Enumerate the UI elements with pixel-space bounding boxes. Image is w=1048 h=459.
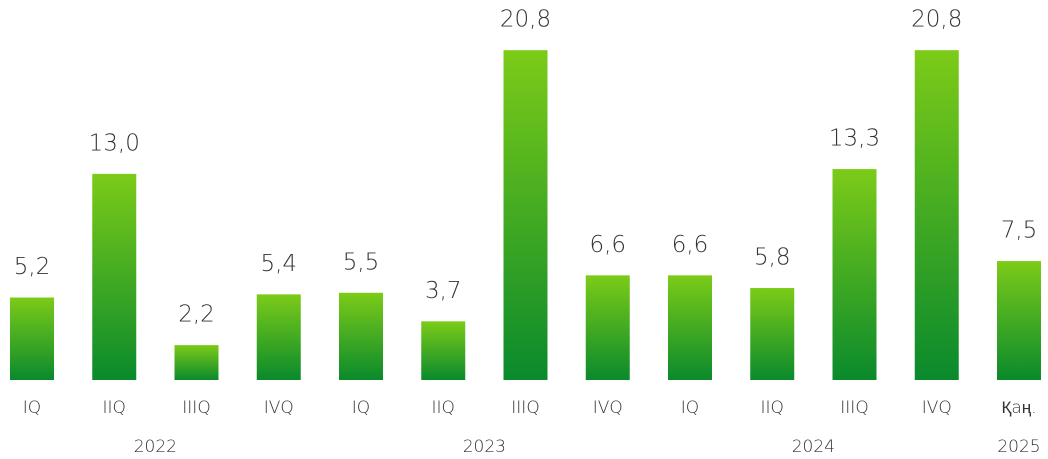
value-label: 5,4 [260, 251, 297, 277]
x-tick-label: IVQ [922, 398, 952, 418]
x-tick-label: IQ [352, 398, 370, 418]
bar [832, 169, 877, 380]
value-label: 6,6 [589, 232, 626, 258]
value-label: 6,6 [672, 232, 709, 258]
value-label: 20,8 [911, 7, 962, 33]
bar [92, 173, 137, 380]
bar [997, 261, 1041, 380]
x-tick-label: IVQ [593, 398, 623, 418]
bar [10, 297, 54, 380]
value-label: 5,8 [754, 245, 791, 271]
year-label: 2023 [463, 437, 506, 457]
bar [503, 50, 548, 381]
value-label: 13,0 [89, 130, 140, 156]
x-tick-label: IIQ [432, 398, 455, 418]
bar [668, 275, 712, 380]
year-label: 2025 [997, 437, 1040, 457]
year-label: 2024 [792, 437, 835, 457]
value-label: 5,5 [343, 249, 380, 275]
bar [256, 294, 301, 380]
x-tick-label: IIIQ [511, 398, 539, 418]
value-label: 2,2 [178, 302, 215, 328]
x-tick-label: IQ [23, 398, 41, 418]
value-label: 3,7 [425, 278, 462, 304]
value-label: 13,3 [829, 126, 880, 152]
x-tick-label: IIQ [103, 398, 126, 418]
value-label: 7,5 [1001, 218, 1038, 244]
value-label: 5,2 [14, 254, 51, 280]
x-tick-label: IIQ [761, 398, 784, 418]
x-tick-label: IIIQ [840, 398, 868, 418]
bar [914, 50, 959, 381]
x-tick-label: Қаң. [1001, 398, 1036, 418]
bar [421, 321, 466, 380]
value-label: 20,8 [500, 7, 551, 33]
bar [585, 275, 630, 380]
x-tick-label: IQ [681, 398, 699, 418]
bar [339, 292, 383, 380]
bar [174, 345, 219, 380]
x-tick-label: IIIQ [182, 398, 210, 418]
year-label: 2022 [134, 437, 177, 457]
bar [750, 288, 795, 380]
x-tick-label: IVQ [264, 398, 294, 418]
